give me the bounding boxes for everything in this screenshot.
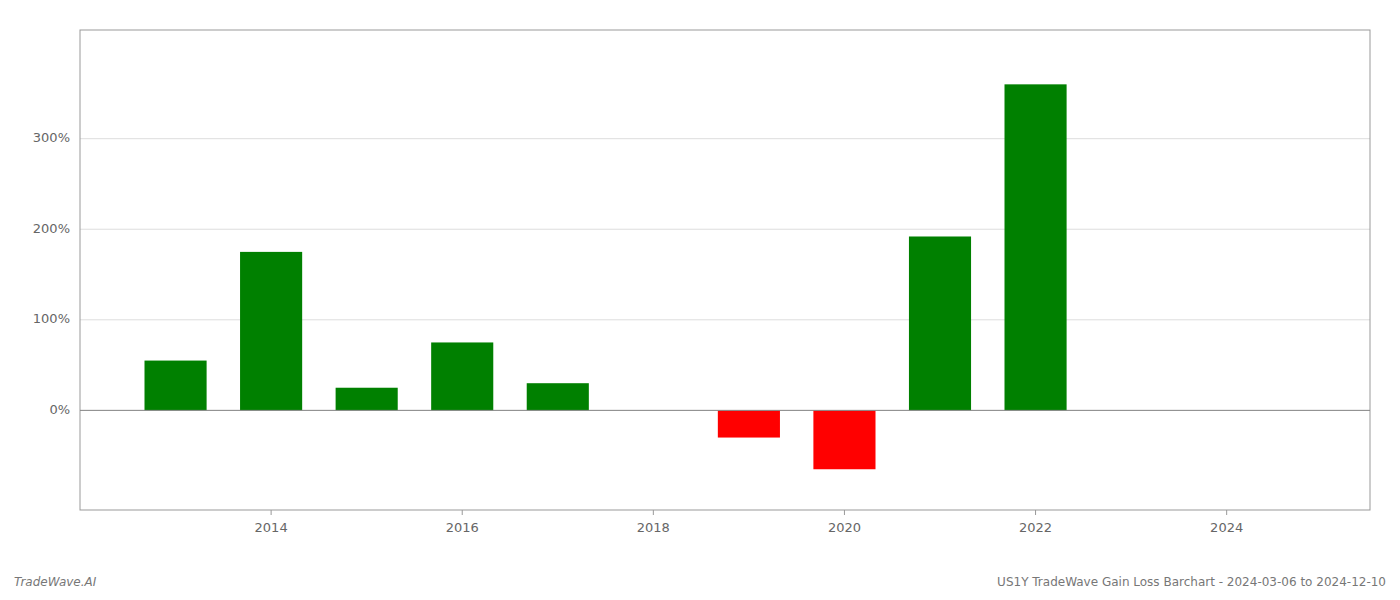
x-tick (462, 510, 463, 515)
chart-svg: 0% 100% 200% 300% 2014 2016 2018 2020 2022 2024 Tr… (0, 0, 1400, 600)
bar (240, 252, 302, 410)
x-tick (653, 510, 654, 515)
bar (718, 410, 780, 437)
bar (336, 388, 398, 411)
bar (527, 383, 589, 410)
bar (1005, 84, 1067, 410)
y-axis: 0% 100% 200% 300% (33, 130, 70, 417)
bars (145, 84, 1067, 469)
grid-line (80, 410, 1370, 411)
x-tick-label: 2016 (446, 520, 479, 535)
grid-line (80, 229, 1370, 230)
grid (80, 139, 1370, 411)
x-axis: 2014 2016 2018 2020 2022 2024 (255, 510, 1244, 535)
x-tick (1226, 510, 1227, 515)
x-tick (844, 510, 845, 515)
bar (909, 236, 971, 410)
x-tick (271, 510, 272, 515)
y-tick-label: 200% (33, 221, 70, 236)
page: {"chart_data": {"type": "bar", "x": [201… (0, 0, 1400, 600)
y-tick-label: 300% (33, 130, 70, 145)
footer-right: US1Y TradeWave Gain Loss Barchart - 2024… (997, 575, 1386, 589)
y-tick-label: 0% (49, 402, 70, 417)
bar (145, 361, 207, 411)
plot-frame (80, 30, 1370, 510)
chart-container: 0% 100% 200% 300% 2014 2016 2018 2020 2022 2024 Tr… (0, 0, 1400, 600)
zero-line (80, 410, 1370, 411)
footer-left: TradeWave.AI (14, 575, 97, 589)
x-tick-label: 2014 (255, 520, 288, 535)
baseline-group (80, 410, 1370, 411)
annotations: TradeWave.AI US1Y TradeWave Gain Loss Bar… (14, 575, 1386, 589)
grid-line (80, 138, 1370, 139)
bar (813, 410, 875, 469)
x-tick-label: 2018 (637, 520, 670, 535)
x-tick-label: 2020 (828, 520, 861, 535)
bar (431, 342, 493, 410)
x-tick-label: 2024 (1210, 520, 1243, 535)
x-tick (1035, 510, 1036, 515)
x-tick-label: 2022 (1019, 520, 1052, 535)
y-tick-label: 100% (33, 311, 70, 326)
